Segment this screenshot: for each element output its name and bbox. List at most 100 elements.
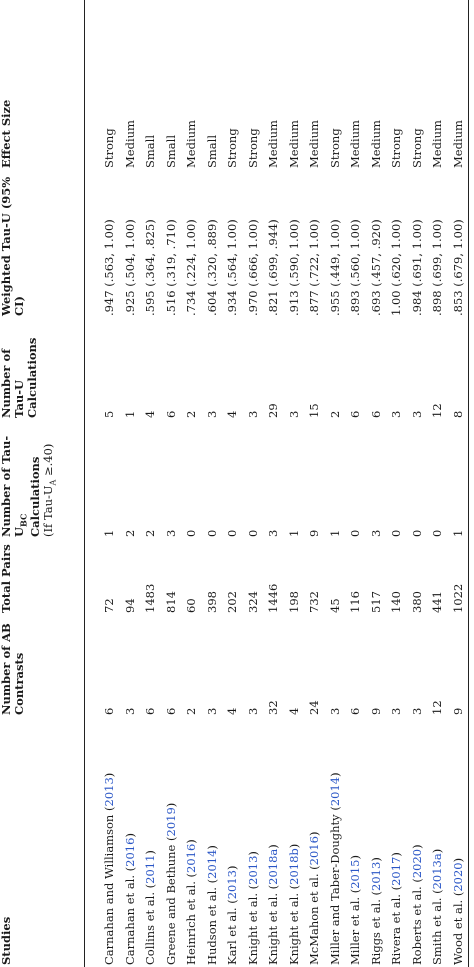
header-tau-ubc: Number of Tau-UBC Calculations (If Tau-U… [0, 420, 85, 539]
cell-total-pairs: 94 [122, 598, 137, 613]
citation-year-link[interactable]: 2020 [409, 848, 424, 879]
cell-ab-contrasts: 3 [409, 707, 424, 715]
study-author: Miller and Taber-Doughty [327, 814, 342, 965]
cell-tau-u-count: 3 [204, 410, 219, 418]
cell-tau-ubc-count: 0 [389, 529, 404, 537]
cell-tau-u-count: 4 [225, 410, 240, 418]
cell-weighted-tau-u: .970 (.666, 1.00) [245, 219, 260, 316]
cell-tau-u-count: 1 [122, 410, 137, 418]
citation-year-link[interactable]: 2013 [245, 855, 260, 885]
total-total-pairs: 8484 [468, 539, 474, 615]
study-author: Hudson et al. [204, 887, 219, 965]
study-author: Knight et al. [245, 893, 260, 965]
cell-ab-contrasts: 24 [307, 700, 322, 715]
table-row: Heinrich et al. (2016) 2 60 0 2 .734 (.224, 1… [181, 0, 202, 967]
cell-tau-ubc-count: 0 [245, 529, 260, 537]
header-row: Studies Number of AB Contrasts Total Pai… [0, 0, 85, 967]
table-row: Miller and Taber-Doughty (2014) 3 45 1 2 .955… [325, 0, 346, 967]
cell-tau-u-count: 3 [389, 410, 404, 418]
cell-study: Knight et al. (2018a) [266, 844, 281, 965]
header-tau-u-calculations: Number of Tau-U Calculations [0, 337, 40, 418]
total-weighted-tau-u: .820 (.762, .879) [468, 170, 474, 318]
citation-year-link[interactable]: 2015 [348, 859, 363, 889]
study-author: Knight et al. [266, 893, 281, 965]
citation-year-link[interactable]: 2013 [102, 777, 117, 807]
cell-tau-ubc-count: 1 [450, 529, 465, 537]
cell-weighted-tau-u: .821 (.699, .944) [266, 219, 281, 316]
cell-study: Heinrich et al. (2016) [184, 839, 199, 965]
cell-total-pairs: 60 [184, 598, 199, 613]
cell-total-pairs: 814 [163, 591, 178, 613]
citation-year-link[interactable]: 2014 [327, 776, 342, 807]
table-row: Rivera et al. (2017) 3 140 0 3 1.00 (.620, 1.… [386, 0, 407, 967]
table-row: Carnahan et al. (2016) 3 94 2 1 .925 (.504, 1… [120, 0, 141, 967]
citation-year-link[interactable]: 2020 [450, 862, 465, 892]
cell-tau-u-count: 4 [143, 410, 158, 418]
cell-study: Riggs et al. (2013) [368, 857, 383, 965]
study-author: Greene and Bethune [163, 844, 178, 965]
cell-total-pairs: 732 [307, 591, 322, 613]
cell-study: Carnahan and Williamson (2013) [102, 772, 117, 965]
citation-year-link[interactable]: 2016 [122, 837, 137, 867]
cell-total-pairs: 1483 [143, 583, 158, 613]
table-row: Hudson et al. (2014) 3 398 0 3 .604 (.320, .8… [202, 0, 223, 967]
cell-ab-contrasts: 6 [163, 707, 178, 715]
citation-year-link[interactable]: 2013 [368, 861, 383, 891]
cell-study: Collins et al. (2011) [143, 850, 158, 965]
header-tau-ubc-cond-sub: A [48, 479, 58, 486]
citation-year-link[interactable]: 2013a [430, 853, 445, 890]
citation-year-link[interactable]: 2017 [389, 856, 404, 886]
cell-effect-size: Medium [430, 120, 445, 168]
table-row: Riggs et al. (2013) 9 517 3 6 .693 (.457, .92… [366, 0, 387, 967]
cell-effect-size: Medium [184, 120, 199, 168]
citation-year-link[interactable]: 2018a [266, 848, 281, 885]
citation-year-link[interactable]: 2018b [286, 848, 301, 885]
study-author: Carnahan and Williamson [102, 814, 117, 965]
cell-tau-ubc-count: 1 [102, 529, 117, 537]
study-author: Collins et al. [143, 892, 158, 965]
cell-total-pairs: 72 [102, 598, 117, 613]
cell-tau-ubc-count: 3 [266, 529, 281, 537]
citation-year-link[interactable]: 2014 [204, 849, 219, 879]
table-row: Carnahan and Williamson (2013) 6 72 1 5 .947 … [85, 0, 120, 967]
cell-tau-ubc-count: 0 [225, 529, 240, 537]
cell-effect-size: Medium [286, 120, 301, 168]
total-label: Total/ Aggregated Weighted Tau-U [468, 717, 474, 967]
citation-year-link[interactable]: 2016 [184, 843, 199, 873]
cell-tau-ubc-count: 0 [430, 529, 445, 537]
cell-total-pairs: 140 [389, 591, 404, 613]
total-tau-ubc-count: 26 [468, 420, 474, 539]
cell-tau-ubc-count: 9 [307, 529, 322, 537]
cell-total-pairs: 202 [225, 591, 240, 613]
study-author: Smith et al. [430, 897, 445, 965]
total-effect-size: Medium [468, 0, 474, 170]
cell-effect-size: Small [143, 135, 158, 168]
cell-tau-ubc-count: 0 [184, 529, 199, 537]
table-row: Knight et al. (2018b) 4 198 1 3 .913 (.590, 1… [284, 0, 305, 967]
cell-weighted-tau-u: .898 (.699, 1.00) [430, 219, 445, 316]
study-author: Roberts et al. [409, 886, 424, 965]
cell-total-pairs: 1022 [450, 583, 465, 613]
cell-study: Rivera et al. (2017) [389, 852, 404, 965]
cell-tau-u-count: 2 [184, 410, 199, 418]
cell-tau-u-count: 15 [307, 403, 322, 418]
cell-weighted-tau-u: .934 (.564, 1.00) [225, 219, 240, 316]
citation-year-link[interactable]: 2016 [307, 836, 322, 866]
cell-total-pairs: 116 [348, 591, 363, 613]
citation-year-link[interactable]: 2011 [143, 854, 158, 884]
cell-tau-u-count: 2 [327, 410, 342, 418]
header-total-pairs: Total Pairs [0, 544, 13, 613]
cell-tau-u-count: 5 [102, 410, 117, 418]
cell-weighted-tau-u: .516 (.319, .710) [163, 219, 178, 316]
cell-tau-ubc-count: 1 [327, 529, 342, 537]
citation-year-link[interactable]: 2013 [225, 870, 240, 900]
citation-year-link[interactable]: 2019 [163, 807, 178, 837]
cell-effect-size: Small [163, 135, 178, 168]
cell-study: Karl et al. (2013) [225, 865, 240, 966]
cell-study: Smith et al. (2013a) [430, 848, 445, 965]
cell-study: Knight et al. (2018b) [286, 843, 301, 965]
study-author: Wood et al. [450, 899, 465, 965]
cell-study: Hudson et al. (2014) [204, 845, 219, 965]
cell-weighted-tau-u: .984 (.691, 1.00) [409, 219, 424, 316]
cell-weighted-tau-u: 1.00 (.620, 1.00) [389, 219, 404, 316]
